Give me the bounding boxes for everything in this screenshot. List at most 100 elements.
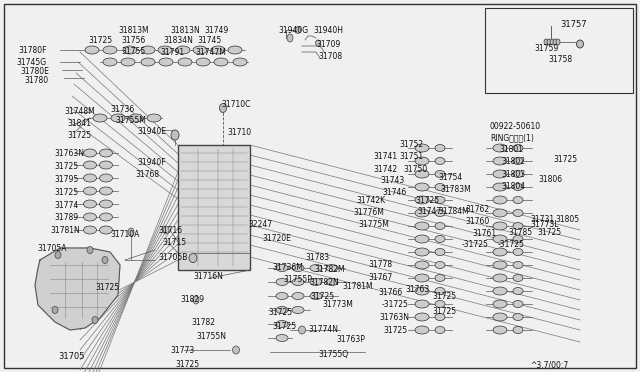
Text: 31789: 31789	[54, 213, 78, 222]
Text: 31716: 31716	[158, 226, 182, 235]
Text: 31755N: 31755N	[196, 332, 226, 341]
Text: 31725: 31725	[54, 188, 78, 197]
Text: 31747M: 31747M	[195, 48, 226, 57]
Ellipse shape	[493, 183, 507, 191]
Text: 31725: 31725	[383, 326, 407, 335]
Text: 31813N: 31813N	[170, 26, 200, 35]
Ellipse shape	[292, 279, 304, 285]
Ellipse shape	[435, 183, 445, 190]
Text: 31725: 31725	[553, 155, 577, 164]
Ellipse shape	[513, 170, 523, 177]
Ellipse shape	[435, 209, 445, 217]
Ellipse shape	[220, 103, 227, 112]
Ellipse shape	[550, 39, 554, 45]
Ellipse shape	[493, 261, 507, 269]
Ellipse shape	[415, 274, 429, 282]
Text: 31725: 31725	[268, 308, 292, 317]
Ellipse shape	[83, 174, 97, 182]
Ellipse shape	[121, 58, 135, 66]
Ellipse shape	[513, 196, 523, 203]
Ellipse shape	[435, 288, 445, 295]
Ellipse shape	[577, 40, 584, 48]
Text: 31780E: 31780E	[20, 67, 49, 76]
Ellipse shape	[83, 200, 97, 208]
Ellipse shape	[493, 287, 507, 295]
Text: 31749: 31749	[204, 26, 228, 35]
Text: 31705A: 31705A	[37, 244, 67, 253]
Text: 31829: 31829	[180, 295, 204, 304]
Text: 31708: 31708	[318, 52, 342, 61]
Text: 31746: 31746	[382, 188, 406, 197]
Text: 31804: 31804	[501, 182, 525, 191]
Polygon shape	[35, 248, 120, 330]
Ellipse shape	[214, 58, 228, 66]
Ellipse shape	[513, 222, 523, 230]
Ellipse shape	[415, 170, 429, 178]
Text: 31781N: 31781N	[50, 226, 80, 235]
Text: 31776M: 31776M	[353, 208, 384, 217]
Ellipse shape	[435, 262, 445, 269]
Text: 31754: 31754	[438, 173, 462, 182]
Ellipse shape	[326, 279, 338, 285]
Ellipse shape	[158, 46, 172, 54]
Ellipse shape	[99, 226, 113, 234]
Text: 31745G: 31745G	[16, 58, 46, 67]
Text: 31725: 31725	[537, 228, 561, 237]
Text: 31716N: 31716N	[193, 272, 223, 281]
Ellipse shape	[493, 170, 507, 178]
Text: 31710C: 31710C	[221, 100, 250, 109]
Text: 31801: 31801	[499, 145, 523, 154]
Text: 31762: 31762	[465, 205, 489, 214]
Text: ^3.7/00:7: ^3.7/00:7	[530, 360, 568, 369]
Text: 31773L: 31773L	[530, 220, 559, 229]
Text: 31710A: 31710A	[110, 230, 140, 239]
Text: 31725: 31725	[175, 360, 199, 369]
Ellipse shape	[415, 183, 429, 191]
Ellipse shape	[544, 39, 548, 45]
Text: -31725: -31725	[382, 300, 409, 309]
Ellipse shape	[513, 262, 523, 269]
Ellipse shape	[99, 200, 113, 208]
Ellipse shape	[493, 235, 507, 243]
Text: 31782: 31782	[191, 318, 215, 327]
Text: 31813M: 31813M	[118, 26, 148, 35]
Text: 31715: 31715	[162, 238, 186, 247]
Text: 31725: 31725	[272, 322, 296, 331]
Text: -31725: -31725	[498, 240, 525, 249]
Ellipse shape	[415, 287, 429, 295]
Ellipse shape	[92, 317, 98, 324]
Ellipse shape	[292, 292, 304, 299]
Text: 31705: 31705	[58, 352, 84, 361]
Ellipse shape	[513, 157, 523, 164]
Ellipse shape	[99, 174, 113, 182]
Text: 31725: 31725	[88, 36, 112, 45]
Ellipse shape	[326, 264, 338, 272]
Text: 31760: 31760	[465, 217, 489, 226]
Ellipse shape	[298, 326, 305, 334]
Ellipse shape	[83, 226, 97, 234]
Text: 31763N: 31763N	[379, 313, 409, 322]
Ellipse shape	[103, 58, 117, 66]
Text: 31763: 31763	[405, 285, 429, 294]
Text: 31725: 31725	[54, 162, 78, 171]
Text: 31758: 31758	[548, 55, 572, 64]
Text: 31778: 31778	[368, 260, 392, 269]
Ellipse shape	[93, 114, 107, 122]
Ellipse shape	[493, 300, 507, 308]
Ellipse shape	[211, 46, 225, 54]
Ellipse shape	[171, 130, 179, 140]
Ellipse shape	[493, 313, 507, 321]
Text: 31802: 31802	[501, 157, 525, 166]
Text: -31725: -31725	[462, 240, 489, 249]
Text: 31761: 31761	[472, 229, 496, 238]
Text: 31752: 31752	[399, 140, 423, 149]
Ellipse shape	[415, 326, 429, 334]
Ellipse shape	[310, 292, 322, 299]
Ellipse shape	[513, 275, 523, 282]
Text: 31757: 31757	[560, 20, 587, 29]
Ellipse shape	[176, 46, 190, 54]
Text: 31805: 31805	[555, 215, 579, 224]
Ellipse shape	[163, 226, 169, 234]
Ellipse shape	[99, 213, 113, 221]
Ellipse shape	[276, 334, 288, 341]
